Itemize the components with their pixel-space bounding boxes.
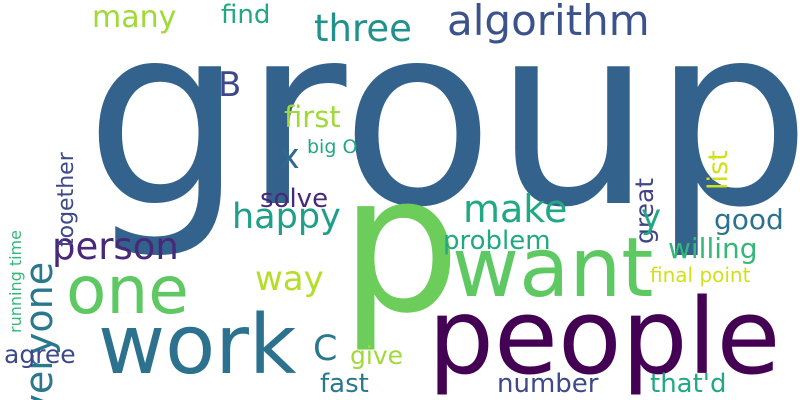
word-number: number: [497, 369, 599, 399]
word-y: y: [641, 197, 662, 237]
word-want: want: [452, 221, 654, 316]
word-algorithm: algorithm: [447, 0, 650, 45]
word-work: work: [98, 298, 297, 393]
word-give: give: [350, 341, 403, 370]
word-b: B: [218, 65, 242, 105]
word-p: p: [340, 134, 461, 355]
word-group: group: [85, 0, 800, 262]
word-three: three: [314, 7, 412, 50]
word-running-time: running time: [6, 230, 25, 333]
word-make: make: [463, 187, 568, 231]
word-solve: solve: [260, 184, 329, 214]
word-thatd: that'd: [650, 369, 727, 399]
word-person: person: [52, 225, 179, 268]
word-people: people: [428, 276, 781, 398]
word-fast: fast: [320, 369, 369, 399]
word-together: together: [54, 152, 79, 247]
word-many: many: [92, 0, 177, 35]
word-happy: happy: [232, 197, 341, 237]
word-everyone: everyone: [17, 261, 61, 400]
word-find: find: [221, 0, 271, 30]
word-one: one: [66, 252, 189, 329]
word-problem: problem: [443, 226, 551, 256]
word-final-point: final point: [650, 263, 751, 287]
word-agree: agree: [4, 340, 76, 369]
word-way: way: [255, 259, 324, 299]
word-c: C: [313, 329, 338, 369]
word-x: x: [279, 137, 300, 177]
word-list: list: [703, 150, 734, 190]
word-first: first: [284, 100, 341, 134]
word-big-o: big O: [307, 136, 358, 158]
word-willing: willing: [668, 232, 758, 265]
word-good: good: [714, 203, 784, 236]
